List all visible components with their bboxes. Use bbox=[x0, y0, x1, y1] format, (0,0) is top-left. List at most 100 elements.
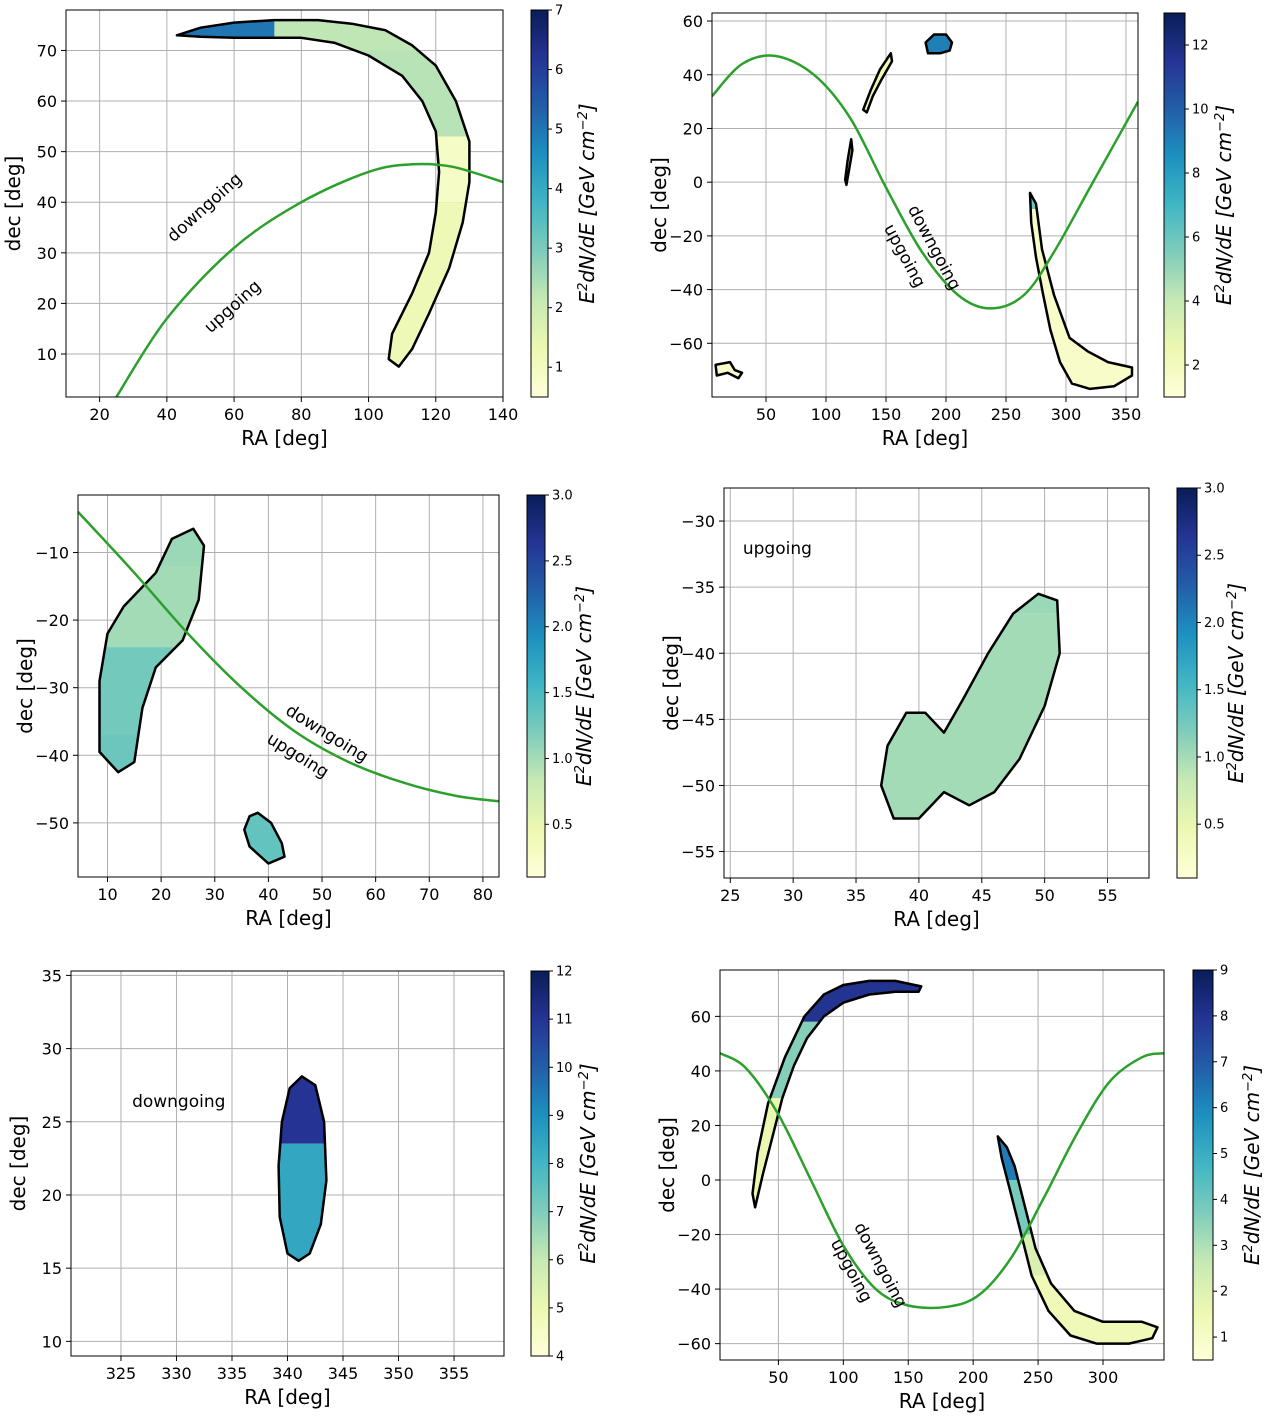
colorbar-tick-label: 9 bbox=[1220, 964, 1228, 979]
region-contour bbox=[1028, 191, 1134, 391]
colorbar-label: E2dN/dE [GeV cm−2] bbox=[575, 103, 599, 303]
y-tick-label: 30 bbox=[42, 1040, 62, 1059]
axes-frame bbox=[711, 12, 1139, 398]
colorbar-tick-label: 1 bbox=[555, 361, 563, 376]
horizon-line bbox=[115, 162, 503, 397]
colorbar-tick-label: 3.0 bbox=[552, 489, 573, 504]
x-axis-label: RA [deg] bbox=[245, 906, 331, 930]
x-tick-label: 250 bbox=[991, 405, 1022, 424]
colorbar bbox=[526, 494, 546, 878]
y-tick-label: 15 bbox=[42, 1259, 62, 1278]
x-tick-label: 250 bbox=[1023, 1368, 1054, 1387]
y-tick-label: −30 bbox=[35, 679, 69, 698]
x-tick-label: 50 bbox=[1034, 886, 1054, 905]
region-contour bbox=[277, 1075, 328, 1263]
y-tick-label: 30 bbox=[37, 244, 57, 263]
x-tick-label: 50 bbox=[312, 885, 332, 904]
colorbar-tick-label: 8 bbox=[556, 1157, 564, 1172]
y-axis-label: dec [deg] bbox=[13, 638, 37, 734]
horizon-line bbox=[712, 54, 1138, 310]
colorbar-tick-label: 2.0 bbox=[1204, 616, 1225, 631]
y-tick-label: 40 bbox=[691, 1062, 711, 1081]
x-tick-label: 80 bbox=[473, 885, 493, 904]
colorbar-tick-label: 1 bbox=[1220, 1331, 1228, 1346]
x-tick-label: 80 bbox=[291, 405, 311, 424]
region-contour bbox=[924, 33, 954, 55]
y-tick-label: −10 bbox=[35, 543, 69, 562]
y-tick-label: 0 bbox=[693, 173, 703, 192]
colorbar-tick-label: 10 bbox=[556, 1061, 573, 1076]
y-tick-label: 0 bbox=[701, 1171, 711, 1190]
colorbar-tick-label: 11 bbox=[556, 1013, 573, 1028]
y-tick-label: −30 bbox=[681, 512, 715, 531]
x-tick-label: 355 bbox=[439, 1364, 470, 1383]
colorbar-tick-label: 3 bbox=[555, 242, 563, 257]
axes-frame bbox=[65, 9, 504, 398]
x-tick-label: 60 bbox=[365, 885, 385, 904]
colorbar-label: E2dN/dE [GeV cm−2] bbox=[572, 586, 596, 786]
x-tick-label: 345 bbox=[328, 1364, 359, 1383]
x-tick-label: 20 bbox=[89, 405, 109, 424]
x-tick-label: 150 bbox=[893, 1368, 924, 1387]
colorbar-tick-label: 5 bbox=[555, 123, 563, 138]
y-tick-label: −20 bbox=[35, 611, 69, 630]
x-axis-label: RA [deg] bbox=[244, 1385, 330, 1409]
annotation-upgoing: upgoing bbox=[201, 276, 266, 337]
y-tick-label: 60 bbox=[37, 92, 57, 111]
y-tick-label: 50 bbox=[37, 143, 57, 162]
y-tick-label: 40 bbox=[37, 193, 57, 212]
x-tick-label: 300 bbox=[1088, 1368, 1119, 1387]
colorbar-tick-label: 0.5 bbox=[552, 818, 573, 833]
y-tick-label: 20 bbox=[37, 294, 57, 313]
y-tick-label: 70 bbox=[37, 41, 57, 60]
y-tick-label: 60 bbox=[683, 12, 703, 31]
x-tick-label: 350 bbox=[1111, 405, 1142, 424]
x-tick-label: 200 bbox=[931, 405, 962, 424]
y-tick-label: −35 bbox=[681, 578, 715, 597]
colorbar bbox=[530, 970, 550, 1357]
y-tick-label: −40 bbox=[35, 746, 69, 765]
colorbar-tick-label: 2.5 bbox=[1204, 549, 1225, 564]
x-tick-label: 100 bbox=[811, 405, 842, 424]
y-tick-label: −20 bbox=[669, 227, 703, 246]
y-axis-label: dec [deg] bbox=[655, 1117, 679, 1213]
x-tick-label: 300 bbox=[1051, 405, 1082, 424]
colorbar-tick-label: 2.5 bbox=[552, 554, 573, 569]
error-region bbox=[843, 137, 854, 187]
x-tick-label: 100 bbox=[353, 405, 384, 424]
x-tick-label: 120 bbox=[420, 405, 451, 424]
y-tick-label: −45 bbox=[681, 710, 715, 729]
colorbar-tick-label: 5 bbox=[1220, 1147, 1228, 1162]
error-region bbox=[924, 33, 954, 55]
colorbar-tick-label: 6 bbox=[1220, 1101, 1228, 1116]
y-tick-label: −60 bbox=[677, 1335, 711, 1354]
colorbar-tick-label: 1.5 bbox=[552, 686, 573, 701]
y-axis-label: dec [deg] bbox=[659, 635, 683, 731]
colorbar-tick-label: 7 bbox=[555, 4, 563, 19]
region-band bbox=[925, 34, 952, 54]
y-tick-label: −40 bbox=[669, 281, 703, 300]
x-tick-label: 140 bbox=[488, 405, 519, 424]
colorbar bbox=[1176, 487, 1198, 879]
colorbar-tick-label: 2 bbox=[1220, 1285, 1228, 1300]
y-tick-label: 25 bbox=[42, 1113, 62, 1132]
y-tick-label: −55 bbox=[681, 843, 715, 862]
x-tick-label: 50 bbox=[768, 1368, 788, 1387]
x-tick-label: 40 bbox=[157, 405, 177, 424]
annotation-downgoing: downgoing bbox=[132, 1092, 225, 1112]
x-tick-label: 40 bbox=[258, 885, 278, 904]
x-tick-label: 30 bbox=[205, 885, 225, 904]
y-tick-label: −20 bbox=[677, 1226, 711, 1245]
x-tick-label: 325 bbox=[106, 1364, 137, 1383]
colorbar-tick-label: 3.0 bbox=[1204, 482, 1225, 497]
horizon-line bbox=[78, 511, 499, 803]
y-tick-label: 40 bbox=[683, 66, 703, 85]
colorbar-tick-label: 2 bbox=[1192, 359, 1200, 374]
colorbar bbox=[1163, 12, 1186, 398]
x-tick-label: 30 bbox=[783, 886, 803, 905]
y-axis-label: dec [deg] bbox=[1, 156, 25, 252]
y-tick-label: 20 bbox=[683, 119, 703, 138]
